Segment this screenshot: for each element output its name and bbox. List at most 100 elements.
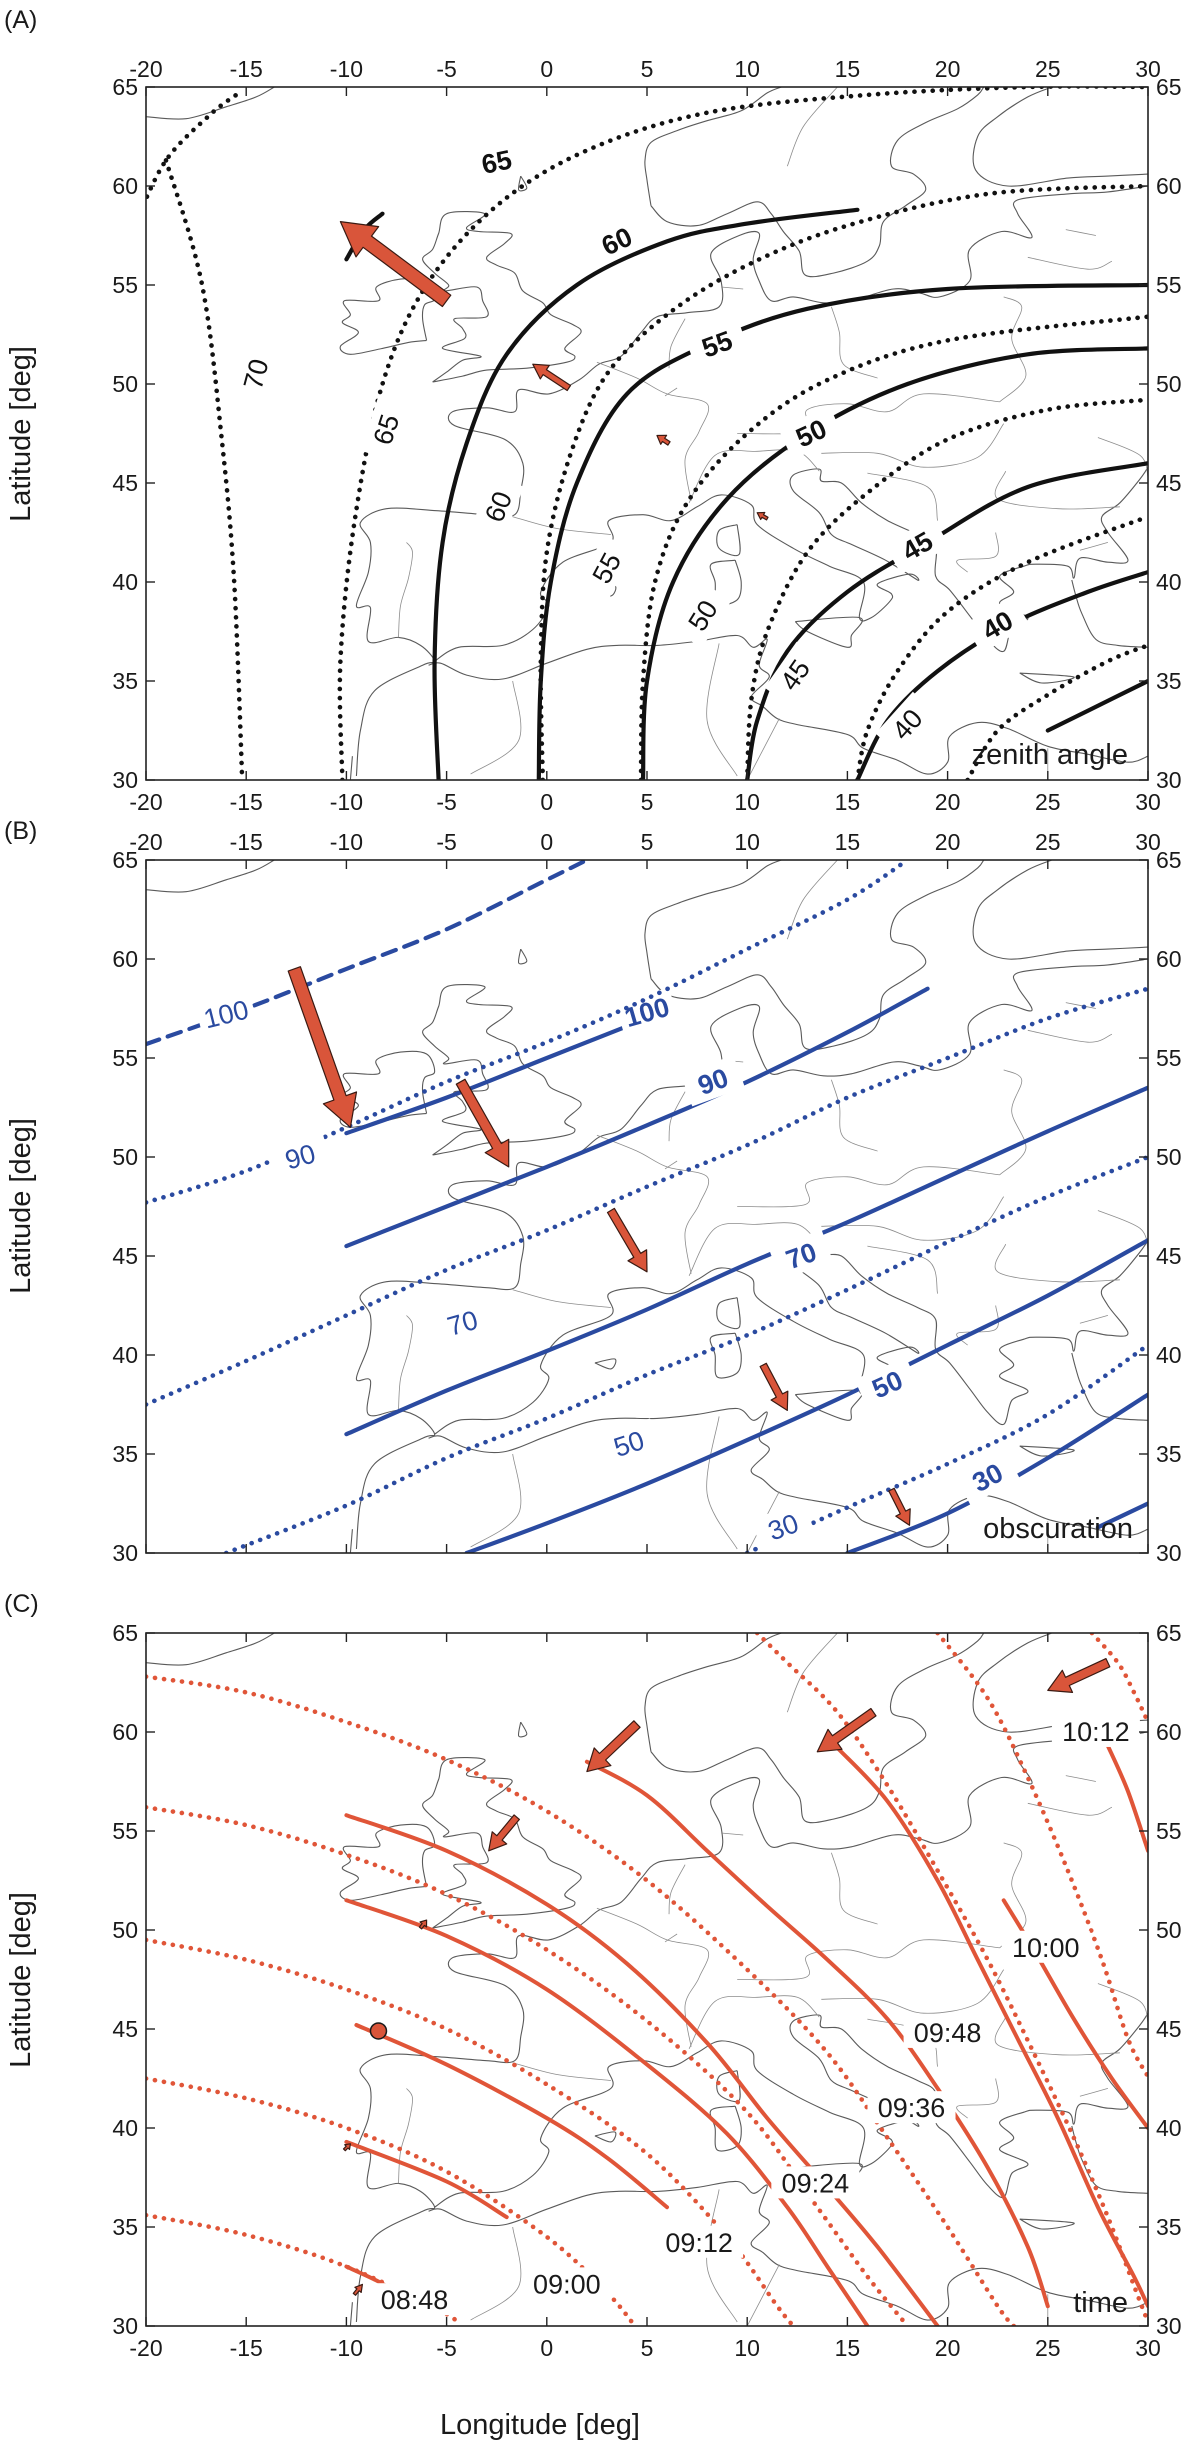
x-tick-label: 30 xyxy=(1135,829,1161,855)
contour-label-bg xyxy=(471,474,525,539)
y-tick-label: 50 xyxy=(1156,1144,1182,1170)
y-tick-label: 40 xyxy=(1156,1342,1182,1368)
shadow-velocity-arrows-a xyxy=(339,221,769,521)
coast-scandinavia-south xyxy=(650,87,985,278)
observation-site-marker xyxy=(369,2022,388,2040)
x-axis-title: Longitude [deg] xyxy=(440,2409,640,2441)
contour-100-solid xyxy=(344,1016,650,1136)
x-tick-label: 10 xyxy=(734,56,760,82)
country-border xyxy=(831,1852,878,1925)
coast-scandinavia-south xyxy=(650,860,985,1051)
x-tick-labels-bottom-a: -20 -15 -10 -5 0 5 10 15 20 25 30 xyxy=(129,789,1160,815)
contour-0948-dotted xyxy=(754,1633,1148,2325)
y-tick-label: 55 xyxy=(112,272,138,298)
x-tick-label: 25 xyxy=(1035,2335,1061,2361)
y-tick-label: 45 xyxy=(1156,2016,1182,2042)
time-label-bg xyxy=(1051,1714,1140,1747)
shadow-velocity-arrow xyxy=(339,221,452,308)
panel-label-obscuration: obscuration xyxy=(983,1513,1133,1545)
coast-corsica-sardinia xyxy=(716,524,741,557)
y-tick-label: 45 xyxy=(112,2016,138,2042)
y-tick-label: 50 xyxy=(1156,1917,1182,1943)
time-label-bg xyxy=(867,2091,956,2124)
coast-africa-med xyxy=(428,2180,1148,2321)
tick-marks-b xyxy=(145,859,1149,1554)
y-tick-label: 40 xyxy=(1156,569,1182,595)
coast-finland xyxy=(972,87,1148,187)
x-tick-label: -20 xyxy=(129,2335,162,2361)
country-border xyxy=(596,361,710,501)
country-border xyxy=(737,1166,1000,1208)
contour-0900-solid xyxy=(344,2139,509,2220)
country-border xyxy=(999,1069,1027,1176)
y-tick-label: 50 xyxy=(112,1144,138,1170)
y-tick-label: 45 xyxy=(112,470,138,496)
country-border xyxy=(470,2226,522,2321)
country-border xyxy=(664,387,678,397)
tick-marks-a xyxy=(145,86,1149,781)
coast-iceland-edge xyxy=(146,87,275,120)
contour-label-bg xyxy=(875,691,939,757)
coast-shetland-orkney xyxy=(517,1721,528,1738)
contour-0936-solid xyxy=(344,1813,940,2326)
y-tick-label: 45 xyxy=(1156,470,1182,496)
tick-marks-c xyxy=(145,1632,1149,2327)
x-tick-label: -15 xyxy=(230,829,263,855)
country-border xyxy=(821,1969,1005,2014)
coast-scandinavia xyxy=(644,1633,782,1752)
panel-obscuration: (B) -20 -15 -10 -5 0 5 10 15 20 25 30 30 35 40 45 50 55… xyxy=(4,817,1182,1566)
y-tick-label: 60 xyxy=(1156,173,1182,199)
x-tick-label: -20 xyxy=(129,789,162,815)
time-label-bg xyxy=(522,2267,611,2300)
coast-sicily xyxy=(794,1389,863,1421)
country-border xyxy=(821,1196,1005,1241)
coast-north-africa xyxy=(349,1529,353,1553)
x-tick-label: 5 xyxy=(641,2335,654,2361)
shadow-velocity-arrow xyxy=(888,1487,911,1526)
country-border xyxy=(999,296,1027,403)
x-tick-label: 10 xyxy=(734,829,760,855)
x-tick-label: 25 xyxy=(1035,829,1061,855)
coast-ireland xyxy=(339,277,436,355)
country-border xyxy=(596,1907,710,2047)
y-tick-label: 55 xyxy=(1156,1818,1182,1844)
y-tick-label: 60 xyxy=(112,1719,138,1745)
x-tick-label: -10 xyxy=(330,56,363,82)
contour-50-dotted xyxy=(744,397,1148,780)
contour-label-bg xyxy=(673,582,732,648)
country-border xyxy=(786,1633,838,1713)
contour-0924-dotted xyxy=(146,1804,910,2326)
y-tick-label: 35 xyxy=(1156,1441,1182,1467)
country-border xyxy=(664,1160,678,1170)
shadow-velocity-arrows-b xyxy=(287,966,911,1526)
time-label: 09:00 xyxy=(533,2269,601,2299)
coast-africa-med xyxy=(428,634,1148,775)
x-tick-label: 10 xyxy=(734,2335,760,2361)
contour-label-bg xyxy=(764,641,825,708)
x-tick-label: -15 xyxy=(230,2335,263,2361)
x-tick-label: -15 xyxy=(230,789,263,815)
coast-scandinavia-south xyxy=(650,1633,985,1824)
time-label-bg xyxy=(1001,1930,1090,1963)
country-border xyxy=(688,449,820,503)
x-tick-label: 25 xyxy=(1035,789,1061,815)
country-border xyxy=(664,1933,678,1943)
contour-label-bg xyxy=(954,1448,1020,1506)
y-tick-label: 30 xyxy=(112,1540,138,1566)
contour-0912-solid xyxy=(354,2023,669,2210)
time-label-bg xyxy=(370,2283,459,2316)
time-label: 09:36 xyxy=(878,2093,946,2123)
coast-finland xyxy=(972,860,1148,960)
contour-0848-dotted xyxy=(146,2212,460,2326)
contour-label-bg xyxy=(750,1500,816,1552)
y-tick-label: 65 xyxy=(1156,1620,1182,1646)
y-tick-label: 35 xyxy=(1156,668,1182,694)
contour-label-bg xyxy=(615,987,679,1036)
contour-label-bg xyxy=(768,1229,834,1281)
y-tick-label: 60 xyxy=(112,173,138,199)
country-border xyxy=(821,423,1005,468)
country-border xyxy=(786,87,838,167)
shadow-velocity-arrow xyxy=(1047,1657,1111,1694)
contour-label-bg xyxy=(684,317,749,370)
